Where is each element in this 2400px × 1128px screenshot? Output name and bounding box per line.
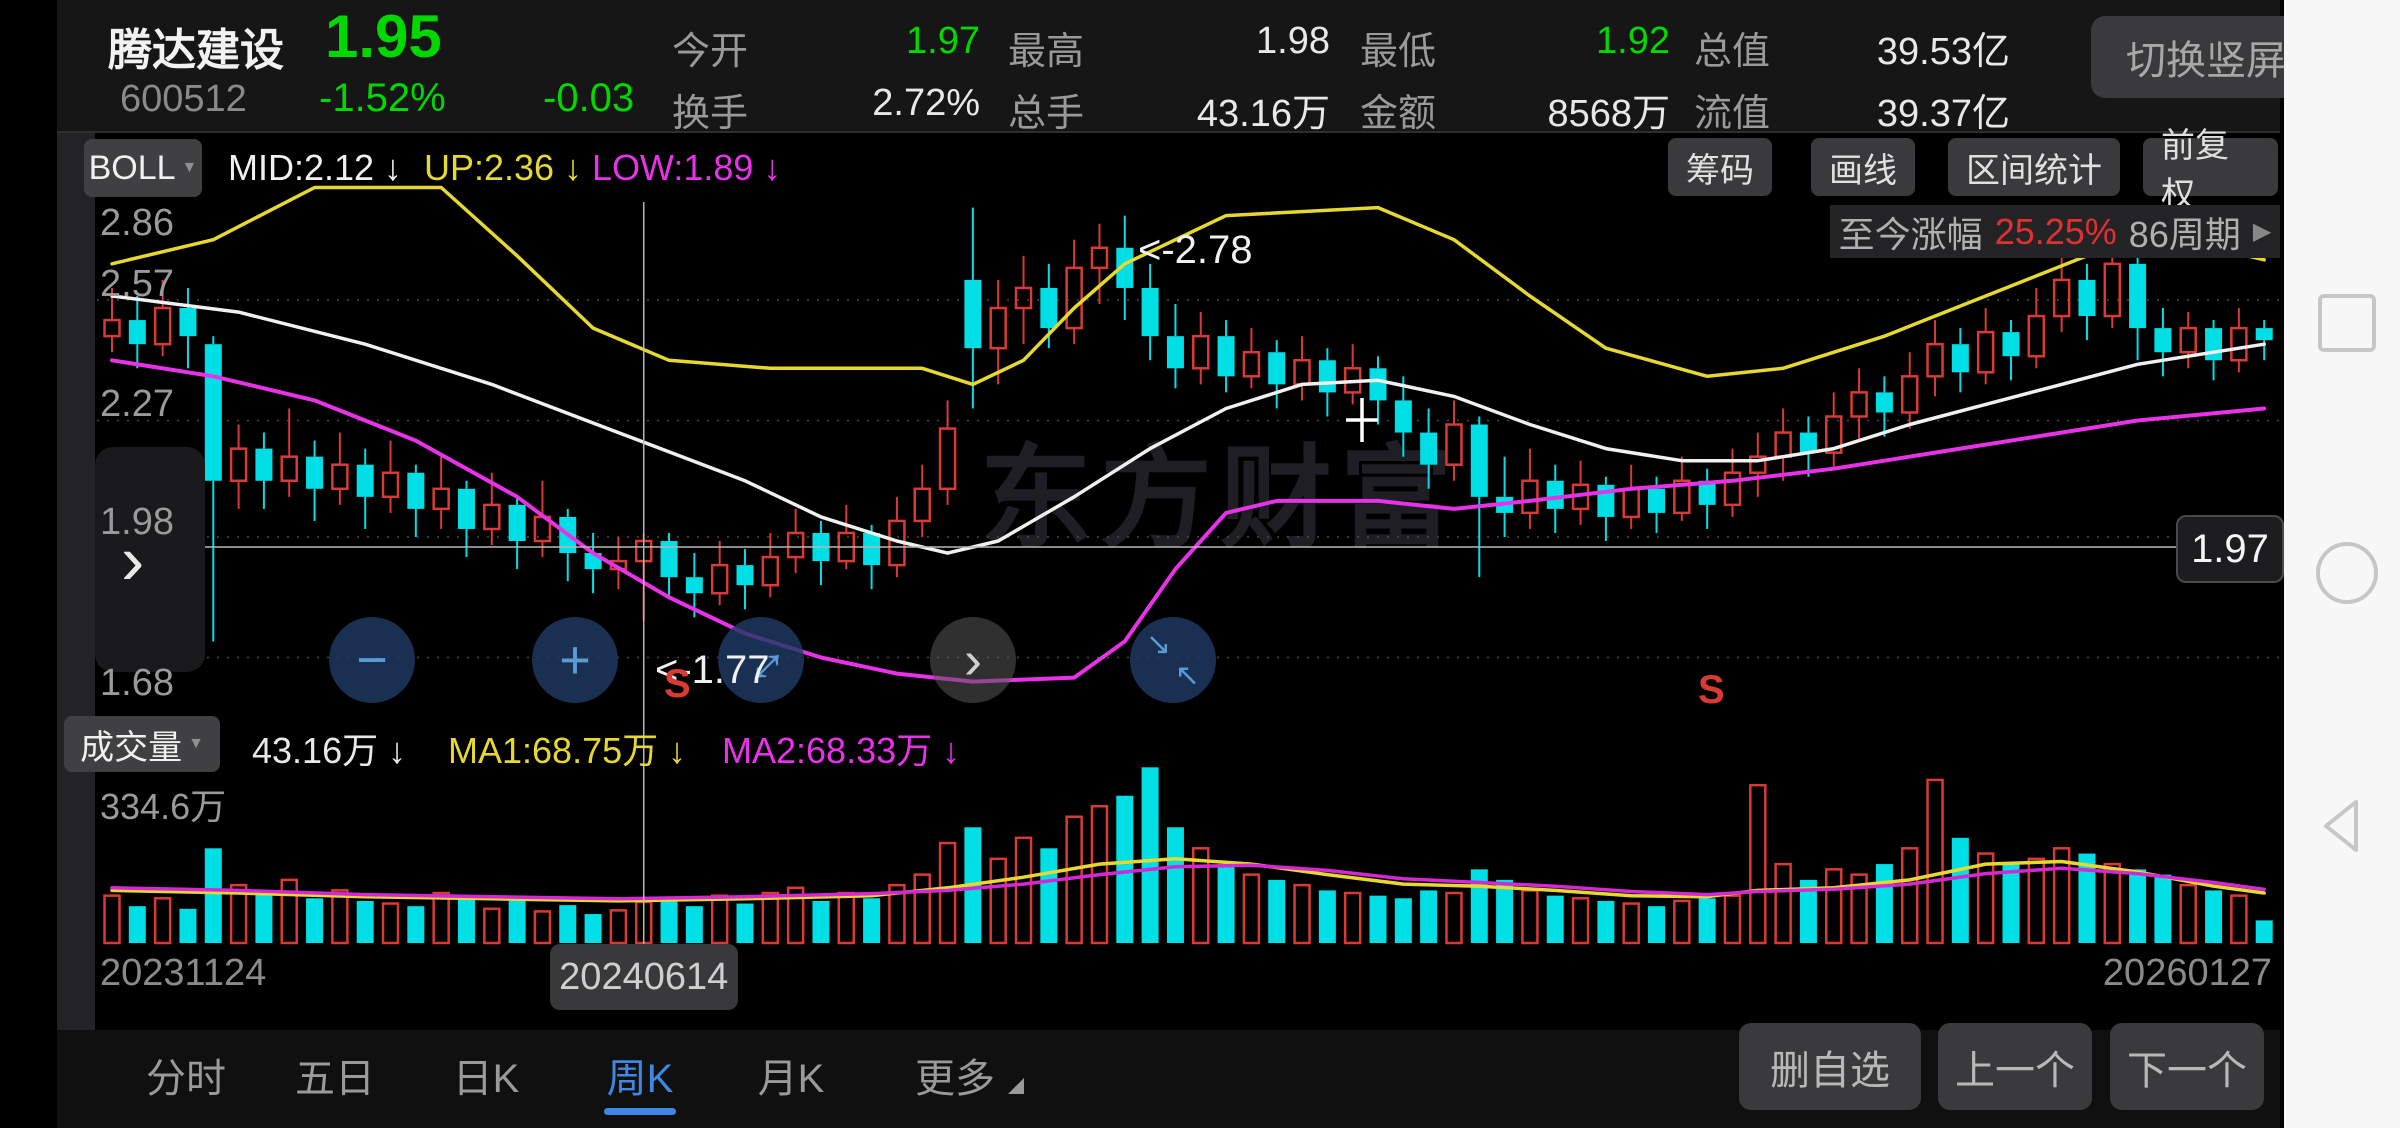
yaxis-label-1: 2.86 xyxy=(100,202,174,244)
tab-daily-k[interactable]: 日K xyxy=(452,1057,520,1101)
collapse-fullscreen-button[interactable]: ↘ ↖ xyxy=(1130,617,1216,703)
boll-low-value: LOW:1.89 ↓ xyxy=(592,147,782,188)
date-start-label: 20231124 xyxy=(100,952,267,994)
stock-change-percent: -1.52% xyxy=(319,76,446,120)
brand-watermark: 东方财富 xyxy=(980,436,1460,561)
stat-label-low: 最低 xyxy=(1360,31,1437,73)
boll-up-value: UP:2.36 ↓ xyxy=(424,147,583,188)
boll-indicator-selector[interactable]: BOLL ▼ xyxy=(84,139,202,197)
pan-right-button[interactable]: › xyxy=(930,617,1016,703)
tab-weekly-k[interactable]: 周K xyxy=(606,1057,674,1101)
sell-signal-marker-1: S xyxy=(664,662,691,706)
back-button[interactable] xyxy=(2312,796,2372,856)
draw-line-button[interactable]: 画线 xyxy=(1811,138,1915,196)
tab-five-day[interactable]: 五日 xyxy=(295,1057,375,1101)
plus-icon: + xyxy=(559,630,591,690)
collapse-arrow-icon-a: ↘ xyxy=(1146,628,1172,661)
range-stats-button[interactable]: 区间统计 xyxy=(1948,138,2120,196)
stat-value-amount: 8568万 xyxy=(1547,93,1670,135)
remove-watchlist-button[interactable]: 删自选 xyxy=(1739,1023,1921,1110)
resize-drag-button[interactable]: ↔ xyxy=(718,617,804,703)
peak-price-annotation: <-2.78 xyxy=(1138,228,1253,272)
chevron-right-icon: › xyxy=(964,630,982,690)
stock-price: 1.95 xyxy=(325,3,442,70)
yaxis-label-3: 2.27 xyxy=(100,383,174,425)
more-tab-corner-icon xyxy=(1008,1078,1024,1094)
switch-portrait-button[interactable]: 切换竖屏 xyxy=(2091,16,2321,98)
range-change-banner[interactable]: 至今涨幅 25.25% 86周期 ▶ xyxy=(1830,205,2280,258)
volume-ma2-value: MA2:68.33万 ↓ xyxy=(722,730,961,771)
volume-label: 成交量 xyxy=(80,728,183,767)
stock-name: 腾达建设 xyxy=(108,26,284,75)
header-bar: 腾达建设 1.95 600512 -1.52% -0.03 今开 1.97 最高… xyxy=(57,0,2321,135)
chip-distribution-button[interactable]: 筹码 xyxy=(1668,138,1772,196)
zoom-out-button[interactable]: − xyxy=(329,617,415,703)
minus-icon: − xyxy=(356,630,388,690)
home-button[interactable] xyxy=(2316,542,2378,604)
stat-label-turnover: 换手 xyxy=(672,93,749,135)
bottom-tab-bar: 分时 五日 日K 周K 月K 更多 删自选 上一个 下一个 xyxy=(57,1023,2280,1128)
dropdown-triangle-icon: ▼ xyxy=(181,159,198,176)
volume-indicator-selector[interactable]: 成交量 ▼ xyxy=(64,716,220,772)
tab-minute[interactable]: 分时 xyxy=(146,1057,226,1101)
boll-label: BOLL xyxy=(88,148,176,187)
volume-axis-max-label: 334.6万 xyxy=(100,786,227,827)
next-stock-button[interactable]: 下一个 xyxy=(2110,1023,2264,1110)
stat-label-float: 流值 xyxy=(1694,93,1771,135)
stock-change-value: -0.03 xyxy=(543,76,635,120)
volume-ma1-value: MA1:68.75万 ↓ xyxy=(448,730,687,771)
header-divider xyxy=(57,131,2280,133)
volume-current-value: 43.16万 ↓ xyxy=(252,730,407,771)
yaxis-label-2: 2.57 xyxy=(100,263,174,305)
banner-arrow-icon: ▶ xyxy=(2252,218,2272,245)
stat-value-open: 1.97 xyxy=(906,20,980,62)
stat-value-low: 1.92 xyxy=(1596,20,1670,62)
range-banner-prefix: 至今涨幅 xyxy=(1838,213,1983,255)
date-end-label: 20260127 xyxy=(2102,952,2272,994)
stat-label-high: 最高 xyxy=(1008,31,1085,73)
range-banner-periods: 86周期 xyxy=(2128,213,2241,255)
boll-mid-value: MID:2.12 ↓ xyxy=(228,147,403,188)
stat-value-marketcap: 39.53亿 xyxy=(1876,31,2010,73)
recent-apps-button[interactable] xyxy=(2318,294,2376,352)
sell-signal-marker-2: S xyxy=(1698,668,1725,712)
tab-monthly-k[interactable]: 月K xyxy=(757,1057,825,1101)
kline-chart-canvas[interactable] xyxy=(0,0,2280,1128)
stat-label-volume: 总手 xyxy=(1008,93,1085,135)
stock-code: 600512 xyxy=(120,78,247,120)
scroll-left-panel[interactable]: › xyxy=(95,447,205,672)
stat-value-volume: 43.16万 xyxy=(1196,93,1330,135)
left-edge-strip xyxy=(57,133,95,1128)
trough-price-annotation: <-1.77 xyxy=(655,648,770,692)
active-tab-underline xyxy=(604,1108,676,1115)
dropdown-triangle-icon: ▼ xyxy=(188,735,204,752)
stat-value-float: 39.37亿 xyxy=(1876,93,2010,135)
stat-value-high: 1.98 xyxy=(1256,20,1330,62)
stat-label-open: 今开 xyxy=(672,31,749,73)
zoom-in-button[interactable]: + xyxy=(532,617,618,703)
range-banner-percent: 25.25% xyxy=(1994,210,2117,252)
tab-more[interactable]: 更多 xyxy=(915,1057,995,1101)
stat-label-amount: 金额 xyxy=(1360,93,1437,135)
previous-stock-button[interactable]: 上一个 xyxy=(1938,1023,2092,1110)
stat-label-marketcap: 总值 xyxy=(1694,31,1771,73)
collapse-arrow-icon-b: ↖ xyxy=(1174,659,1200,692)
yaxis-label-5: 1.68 xyxy=(100,662,174,704)
crosshair-price-tag: 1.97 xyxy=(2176,515,2284,584)
yaxis-label-4: 1.98 xyxy=(100,501,174,543)
crosshair-date-tag: 20240614 xyxy=(549,944,738,1010)
stat-value-turnover: 2.72% xyxy=(872,82,980,124)
android-nav-bar xyxy=(2284,0,2400,1128)
